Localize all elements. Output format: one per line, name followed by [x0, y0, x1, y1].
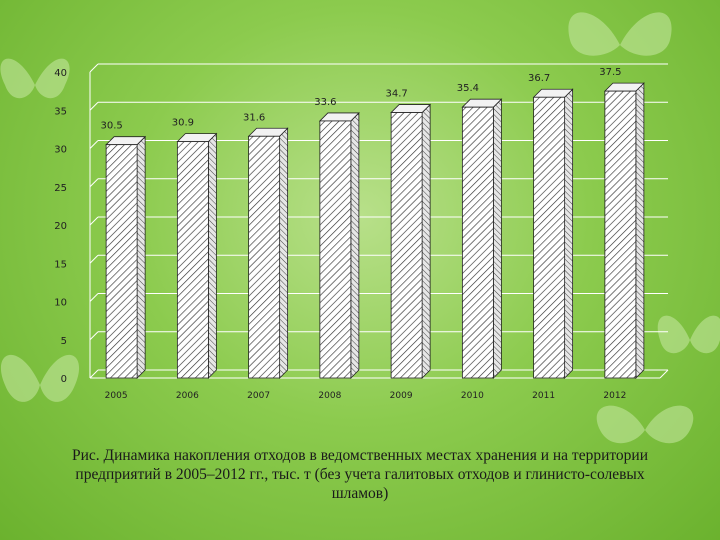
- bar-side: [350, 111, 360, 379]
- bar-side: [635, 82, 645, 379]
- gridline-depth: [89, 63, 99, 73]
- bar-2007: [247, 127, 289, 379]
- floor-edge: [659, 369, 669, 379]
- gridline-depth: [89, 101, 99, 111]
- bar: [390, 112, 423, 379]
- bars: [105, 82, 645, 379]
- x-tick-label: 2005: [105, 391, 128, 401]
- chart-grid: [89, 63, 669, 379]
- figure-caption: Рис. Динамика накопления отходов в ведом…: [10, 446, 710, 503]
- bar-side: [279, 127, 289, 379]
- butterfly-decoration-top-right-icon: [568, 12, 672, 56]
- x-tick-label: 2009: [390, 391, 413, 401]
- data-label: 30.9: [172, 118, 194, 129]
- butterfly-decoration-top-left-icon: [0, 58, 70, 99]
- x-tick-label: 2010: [461, 391, 484, 401]
- bar-2006: [176, 132, 218, 379]
- x-tick-label: 2008: [318, 391, 341, 401]
- gridline-depth: [89, 216, 99, 226]
- data-label: 36.7: [528, 73, 550, 84]
- x-tick-label: 2012: [603, 391, 626, 401]
- butterfly-decoration-bottom-right-icon: [596, 405, 694, 444]
- x-tick-label: 2007: [247, 391, 270, 401]
- data-label: 31.6: [243, 112, 265, 123]
- gridline-depth: [89, 331, 99, 341]
- bar-2011: [532, 88, 574, 379]
- bar: [105, 144, 138, 379]
- gridline-depth: [89, 293, 99, 302]
- data-label: 37.5: [599, 67, 621, 78]
- caption-line-1: Рис. Динамика накопления отходов в ведом…: [71, 447, 649, 464]
- data-label: 34.7: [385, 89, 407, 100]
- x-tick-label: 2006: [176, 391, 199, 401]
- gridline-depth: [89, 140, 99, 149]
- bar: [461, 106, 494, 379]
- bar: [604, 90, 637, 379]
- bar-2008: [318, 111, 360, 379]
- bar-side: [207, 132, 217, 379]
- data-label: 35.4: [457, 83, 479, 94]
- bar-2010: [461, 98, 503, 379]
- y-tick-label: 20: [54, 221, 67, 232]
- x-axis: 2005 2006 2007 2008 2009 2010 2011 2012: [105, 391, 627, 401]
- bar-side: [136, 135, 146, 379]
- bar-side: [492, 98, 502, 379]
- data-label: 30.5: [100, 121, 122, 132]
- caption-line-3: шламов): [331, 485, 389, 502]
- bar-2009: [390, 103, 432, 379]
- bar: [319, 120, 352, 379]
- caption-line-2: предприятий в 2005–2012 гг., тыс. т (без…: [75, 466, 645, 483]
- y-tick-label: 5: [61, 336, 67, 347]
- bar-2012: [603, 82, 645, 379]
- bar: [248, 135, 281, 379]
- x-tick-label: 2011: [532, 391, 555, 401]
- y-axis: 0 5 10 15 20 25 30 35 40: [54, 68, 67, 385]
- bar-2005: [105, 135, 147, 379]
- gridline-depth: [89, 254, 99, 264]
- bar: [533, 96, 566, 379]
- y-tick-label: 40: [54, 68, 67, 79]
- butterfly-decoration-right-icon: [657, 315, 720, 354]
- y-tick-label: 0: [61, 374, 67, 385]
- bar-side: [421, 103, 431, 379]
- butterfly-decoration-left-icon: [0, 354, 80, 402]
- y-tick-label: 25: [54, 183, 67, 194]
- y-tick-label: 10: [54, 298, 67, 309]
- y-tick-label: 30: [54, 145, 67, 156]
- y-tick-label: 35: [54, 106, 67, 117]
- gridline-depth: [89, 369, 99, 379]
- y-tick-label: 15: [54, 259, 67, 270]
- data-label: 33.6: [314, 97, 336, 108]
- bar: [176, 141, 209, 379]
- bar-side: [564, 88, 574, 379]
- gridline-depth: [89, 178, 99, 188]
- bar-chart: 0 5 10 15 20 25 30 35 40 30.5 30.9 31.6 33.6 34.7 35.…: [54, 63, 669, 401]
- data-labels: 30.5 30.9 31.6 33.6 34.7 35.4 36.7 37.5: [100, 67, 621, 132]
